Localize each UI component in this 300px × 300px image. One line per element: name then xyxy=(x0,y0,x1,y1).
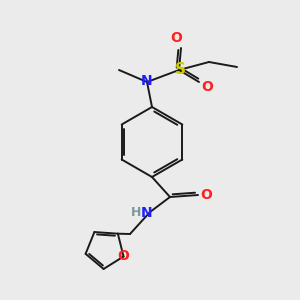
Text: H: H xyxy=(130,206,141,220)
Text: N: N xyxy=(141,74,153,88)
Text: O: O xyxy=(201,80,213,94)
Text: O: O xyxy=(118,250,130,263)
Text: O: O xyxy=(170,31,182,45)
Text: O: O xyxy=(200,188,212,202)
Text: S: S xyxy=(175,62,185,77)
Text: N: N xyxy=(140,206,152,220)
